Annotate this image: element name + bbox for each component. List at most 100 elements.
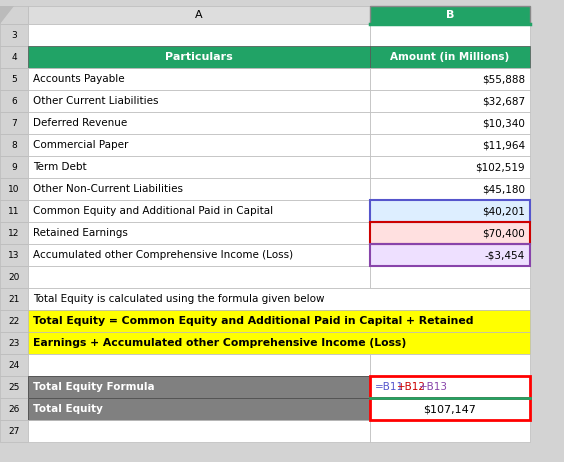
Bar (370, 178, 530, 200)
Bar (0, 68, 28, 90)
Text: 24: 24 (8, 360, 20, 370)
Bar (370, 90, 530, 112)
Bar (28, 200, 370, 222)
Polygon shape (0, 6, 14, 24)
Text: Total Equity: Total Equity (33, 404, 103, 414)
Bar (28, 134, 370, 156)
Bar (370, 200, 530, 222)
Bar (28, 222, 370, 244)
Text: =B11: =B11 (375, 382, 404, 392)
Bar (0, 200, 28, 222)
Text: 22: 22 (8, 316, 20, 326)
Text: Other Non-Current Liabilities: Other Non-Current Liabilities (33, 184, 183, 194)
Text: 10: 10 (8, 184, 20, 194)
Text: 23: 23 (8, 339, 20, 347)
Bar (0, 178, 28, 200)
Bar (28, 332, 530, 354)
Bar (0, 112, 28, 134)
Bar (370, 46, 530, 68)
Text: Total Equity = Common Equity and Additional Paid in Capital + Retained: Total Equity = Common Equity and Additio… (33, 316, 474, 326)
Text: B: B (446, 10, 454, 20)
Bar (28, 244, 370, 266)
Bar (28, 6, 370, 24)
Bar (0, 354, 28, 376)
Text: Amount (in Millions): Amount (in Millions) (390, 52, 510, 62)
Bar (370, 354, 530, 376)
Bar (370, 376, 530, 398)
Text: 8: 8 (11, 140, 17, 150)
Text: Other Current Liabilities: Other Current Liabilities (33, 96, 158, 106)
Bar (370, 398, 530, 420)
Text: 4: 4 (11, 53, 17, 61)
Bar (28, 420, 370, 442)
Bar (28, 178, 370, 200)
Bar (370, 222, 530, 244)
Bar (0, 420, 28, 442)
Text: 25: 25 (8, 383, 20, 391)
Text: Earnings + Accumulated other Comprehensive Income (Loss): Earnings + Accumulated other Comprehensi… (33, 338, 406, 348)
Bar (28, 68, 370, 90)
Text: 21: 21 (8, 294, 20, 304)
Bar (28, 24, 370, 46)
Bar (0, 244, 28, 266)
Text: Common Equity and Additional Paid in Capital: Common Equity and Additional Paid in Cap… (33, 206, 273, 216)
Text: $70,400: $70,400 (482, 228, 525, 238)
Bar (0, 310, 28, 332)
Bar (370, 420, 530, 442)
Bar (0, 222, 28, 244)
Bar (370, 68, 530, 90)
Text: 6: 6 (11, 97, 17, 105)
Text: 9: 9 (11, 163, 17, 171)
Text: $45,180: $45,180 (482, 184, 525, 194)
Bar (370, 134, 530, 156)
Bar (28, 354, 370, 376)
Text: Retained Earnings: Retained Earnings (33, 228, 128, 238)
Text: $55,888: $55,888 (482, 74, 525, 84)
Text: 27: 27 (8, 426, 20, 436)
Bar (0, 46, 28, 68)
Bar (0, 332, 28, 354)
Bar (0, 90, 28, 112)
Text: +B13: +B13 (419, 382, 448, 392)
Text: -$3,454: -$3,454 (484, 250, 525, 260)
Text: 3: 3 (11, 30, 17, 39)
Bar (0, 156, 28, 178)
Bar (28, 266, 370, 288)
Text: Total Equity is calculated using the formula given below: Total Equity is calculated using the for… (33, 294, 324, 304)
Bar (0, 6, 28, 24)
Text: A: A (195, 10, 203, 20)
Bar (28, 376, 370, 398)
Bar (28, 46, 370, 68)
Bar (0, 134, 28, 156)
Text: $11,964: $11,964 (482, 140, 525, 150)
Bar (370, 244, 530, 266)
Bar (28, 288, 530, 310)
Text: 7: 7 (11, 118, 17, 128)
Text: Accumulated other Comprehensive Income (Loss): Accumulated other Comprehensive Income (… (33, 250, 293, 260)
Bar (370, 244, 530, 266)
Bar (370, 6, 530, 24)
Text: 26: 26 (8, 405, 20, 413)
Bar (0, 376, 28, 398)
Bar (28, 398, 370, 420)
Bar (370, 200, 530, 222)
Bar (28, 90, 370, 112)
Bar (370, 112, 530, 134)
Bar (370, 222, 530, 244)
Text: 11: 11 (8, 207, 20, 215)
Bar (370, 24, 530, 46)
Bar (28, 112, 370, 134)
Bar (0, 24, 28, 46)
Text: $32,687: $32,687 (482, 96, 525, 106)
Text: Commercial Paper: Commercial Paper (33, 140, 129, 150)
Bar (28, 310, 530, 332)
Text: Particulars: Particulars (165, 52, 233, 62)
Text: $102,519: $102,519 (475, 162, 525, 172)
Bar (0, 288, 28, 310)
Text: +B12: +B12 (397, 382, 426, 392)
Text: Total Equity Formula: Total Equity Formula (33, 382, 155, 392)
Bar (370, 156, 530, 178)
Bar (0, 398, 28, 420)
Text: Term Debt: Term Debt (33, 162, 87, 172)
Bar (0, 266, 28, 288)
